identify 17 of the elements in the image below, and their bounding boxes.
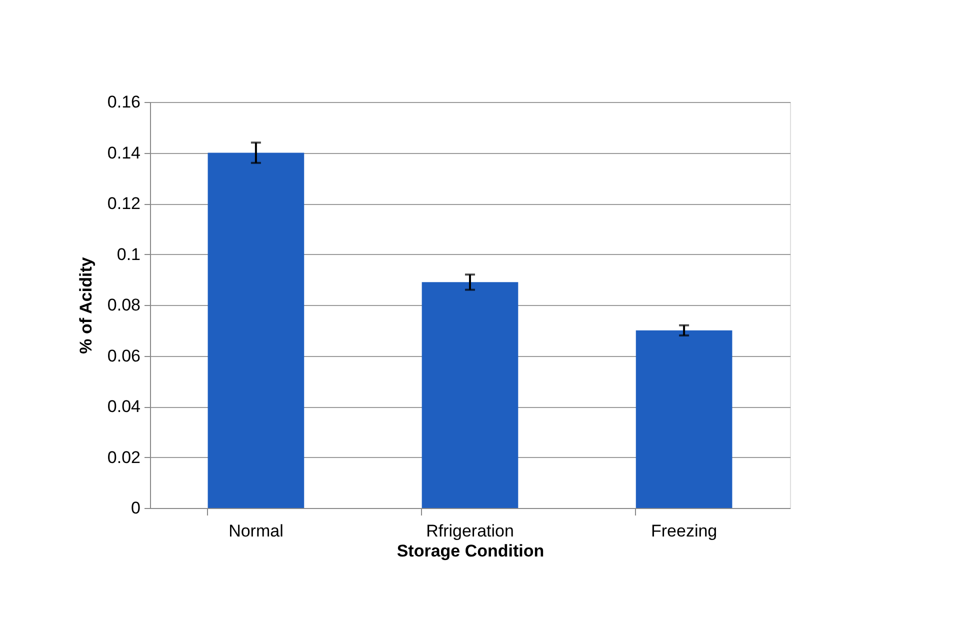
y-tick-label: 0.02 xyxy=(107,448,140,467)
y-tick-label: 0.04 xyxy=(107,397,140,416)
y-tick-label: 0.12 xyxy=(107,194,140,213)
x-tick-label: Rfrigeration xyxy=(426,522,514,540)
y-tick-label: 0.16 xyxy=(107,92,140,112)
y-tick-label: 0.1 xyxy=(116,244,140,264)
bar xyxy=(422,282,518,508)
x-tick-label: Normal xyxy=(228,522,284,540)
y-axis-title: % of Acidity xyxy=(76,256,96,354)
bar xyxy=(208,152,304,508)
x-axis-title: Storage Condition xyxy=(396,542,544,560)
x-tick-label: Freezing xyxy=(650,522,718,540)
y-tick-label: 0.08 xyxy=(107,296,140,314)
y-tick-label: 0.14 xyxy=(107,143,140,162)
y-tick-label: 0.06 xyxy=(107,346,140,366)
y-tick-label: 0 xyxy=(131,498,140,518)
bar xyxy=(636,330,732,508)
